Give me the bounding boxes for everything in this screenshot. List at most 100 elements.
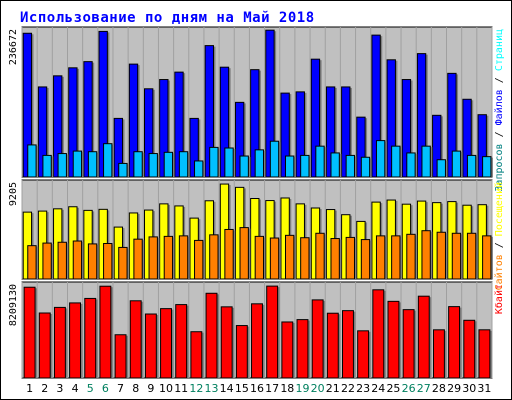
bar-Файлов-day-12: Файлов 12: 26000 xyxy=(194,160,204,178)
bar-Кбайт-day-2: Кбайт 2: 5800000 xyxy=(38,312,51,379)
day-label-12: 12 xyxy=(189,382,203,395)
day-label-26: 26 xyxy=(402,382,416,395)
y-max-label: 236672 xyxy=(8,29,19,65)
bar-Файлов-day-21: Файлов 21: 39000 xyxy=(330,152,340,178)
day-label-11: 11 xyxy=(174,382,188,395)
bar-Сайтов-day-31: Сайтов 31: 4180 xyxy=(482,235,492,280)
day-label-23: 23 xyxy=(356,382,370,395)
bar-Кбайт-day-31: Кбайт 31: 4300000 xyxy=(478,329,491,379)
bar-Кбайт-day-9: Кбайт 9: 5710000 xyxy=(144,313,157,379)
kbytes-panel: 8209130 Кбайт 1: 8100000Кбайт 2: 5800000 К… xyxy=(8,281,505,379)
day-label-4: 4 xyxy=(72,382,79,395)
bar-Кбайт-day-23: Кбайт 23: 4210000 xyxy=(357,330,370,379)
bar-Файлов-day-5: Файлов 5: 41000 xyxy=(87,151,98,178)
bar-Файлов-day-11: Файлов 11: 41000 xyxy=(178,151,189,178)
bar-Кбайт-day-6: Кбайт 6: 8190000 xyxy=(99,285,112,379)
bar-Сайтов-day-14: Сайтов 14: 4800 xyxy=(224,228,234,280)
bar-Кбайт-day-19: Кбайт 19: 5210000 xyxy=(296,319,309,379)
bar-Сайтов-day-15: Сайтов 15: 4980 xyxy=(239,227,249,280)
day-label-31: 31 xyxy=(477,382,491,395)
bar-Сайтов-day-22: Сайтов 22: 4030 xyxy=(345,236,355,280)
bar-Файлов-day-7: Файлов 7: 22000 xyxy=(118,162,128,178)
bar-Сайтов-day-28: Сайтов 28: 4530 xyxy=(436,231,446,280)
bar-Сайтов-day-23: Сайтов 23: 3820 xyxy=(360,239,371,280)
bar-Файлов-day-10: Файлов 10: 40000 xyxy=(163,151,174,178)
bar-Сайтов-day-20: Сайтов 20: 4430 xyxy=(315,232,325,280)
bar-Кбайт-day-27: Кбайт 27: 7300000 xyxy=(417,295,430,379)
bar-Сайтов-day-19: Сайтов 19: 4000 xyxy=(300,237,310,280)
bar-Кбайт-day-12: Кбайт 12: 4130000 xyxy=(190,331,203,379)
day-label-10: 10 xyxy=(159,382,173,395)
day-label-28: 28 xyxy=(432,382,446,395)
bar-Файлов-day-17: Файлов 17: 58000 xyxy=(269,140,280,178)
bar-Файлов-day-30: Файлов 30: 35000 xyxy=(466,154,477,178)
day-label-21: 21 xyxy=(326,382,340,395)
bar-Файлов-day-27: Файлов 27: 50000 xyxy=(421,145,431,178)
bar-Сайтов-day-24: Сайтов 24: 4180 xyxy=(375,235,386,280)
series-legend: Сайтов / Посещений xyxy=(493,182,505,290)
legend-part-1: / xyxy=(494,236,505,248)
bar-Кбайт-day-29: Кбайт 29: 6370000 xyxy=(448,306,461,379)
bar-Файлов-day-31: Файлов 31: 33000 xyxy=(482,156,492,178)
legend-part-0: Кбайт xyxy=(493,284,505,314)
bar-Сайтов-day-3: Сайтов 3: 3560 xyxy=(57,241,67,280)
bar-Сайтов-day-6: Сайтов 6: 3440 xyxy=(103,242,113,280)
bar-Кбайт-day-10: Кбайт 10: 6190000 xyxy=(160,308,172,379)
y-max-label: 8209130 xyxy=(8,284,19,326)
legend-part-2: Файлов xyxy=(493,83,505,125)
bar-Файлов-day-9: Файлов 9: 38000 xyxy=(148,153,158,178)
legend-part-3: / xyxy=(494,71,505,83)
visits-sites-panel: 9205Посещений 1: 6480Посещений 2: 6580По… xyxy=(8,179,505,290)
day-label-19: 19 xyxy=(295,382,309,395)
day-label-16: 16 xyxy=(250,382,264,395)
bar-Файлов-day-2: Файлов 2: 35000 xyxy=(42,154,52,178)
bar-Кбайт-day-4: Кбайт 4: 6700000 xyxy=(69,302,82,379)
day-label-30: 30 xyxy=(462,382,476,395)
bar-Файлов-day-15: Файлов 15: 34000 xyxy=(239,155,249,178)
bar-Сайтов-day-2: Сайтов 2: 3480 xyxy=(42,242,52,280)
day-label-18: 18 xyxy=(280,382,294,395)
day-label-8: 8 xyxy=(132,382,139,395)
bar-Файлов-day-8: Файлов 8: 41000 xyxy=(133,151,143,178)
bar-Файлов-day-4: Файлов 4: 42000 xyxy=(72,150,83,178)
bar-Кбайт-day-25: Кбайт 25: 6840000 xyxy=(387,300,400,379)
bar-Кбайт-day-16: Кбайт 16: 6620000 xyxy=(251,303,263,379)
bar-Кбайт-day-24: Кбайт 24: 7870000 xyxy=(372,289,385,379)
bar-Кбайт-day-1: Кбайт 1: 8100000 xyxy=(23,286,36,379)
bar-Файлов-day-1: Файлов 1: 52000 xyxy=(27,144,37,178)
series-legend: Кбайт xyxy=(493,284,505,314)
bar-Файлов-day-29: Файлов 29: 42000 xyxy=(451,150,462,178)
bar-Сайтов-day-30: Сайтов 30: 4430 xyxy=(466,232,477,280)
bar-Сайтов-day-12: Сайтов 12: 3740 xyxy=(194,239,204,280)
bar-Файлов-day-26: Файлов 26: 39000 xyxy=(406,152,416,178)
bar-Сайтов-day-29: Сайтов 29: 4430 xyxy=(451,232,462,280)
bar-Файлов-day-13: Файлов 13: 48000 xyxy=(209,146,219,178)
day-label-2: 2 xyxy=(41,382,48,395)
day-label-29: 29 xyxy=(447,382,461,395)
bar-Кбайт-day-17: Кбайт 17: 8200000 xyxy=(266,285,279,379)
bar-Кбайт-day-8: Кбайт 8: 6890000 xyxy=(129,300,142,379)
day-label-3: 3 xyxy=(56,382,63,395)
legend-part-0: Сайтов xyxy=(493,248,505,290)
bar-Сайтов-day-16: Сайтов 16: 4130 xyxy=(254,235,265,280)
y-max-label: 9205 xyxy=(8,182,19,206)
bar-Кбайт-day-30: Кбайт 30: 5150000 xyxy=(463,319,476,379)
bar-Кбайт-day-11: Кбайт 11: 6550000 xyxy=(175,304,188,379)
day-label-1: 1 xyxy=(26,382,33,395)
legend-part-2: Посещений xyxy=(493,182,505,236)
bar-Сайтов-day-9: Сайтов 9: 4080 xyxy=(148,236,158,280)
bar-Файлов-day-22: Файлов 22: 35000 xyxy=(345,154,355,178)
bar-Кбайт-day-28: Кбайт 28: 4300000 xyxy=(432,329,445,379)
day-label-15: 15 xyxy=(235,382,249,395)
bar-Сайтов-day-4: Сайтов 4: 3680 xyxy=(72,240,83,280)
day-label-14: 14 xyxy=(220,382,234,395)
bar-Сайтов-day-5: Сайтов 5: 3400 xyxy=(87,243,98,280)
bar-Файлов-day-24: Файлов 24: 59000 xyxy=(375,140,386,178)
day-label-22: 22 xyxy=(341,382,355,395)
legend-part-1: / xyxy=(494,125,505,137)
bar-Сайтов-day-8: Сайтов 8: 3860 xyxy=(133,238,143,280)
day-labels: 1 2 3 4 5 6 7 8 9 10 11 12 13 14 15 16 17 18 19 20 21 22 23 24 2… xyxy=(26,382,491,395)
bar-Сайтов-day-21: Сайтов 21: 3920 xyxy=(330,238,340,280)
